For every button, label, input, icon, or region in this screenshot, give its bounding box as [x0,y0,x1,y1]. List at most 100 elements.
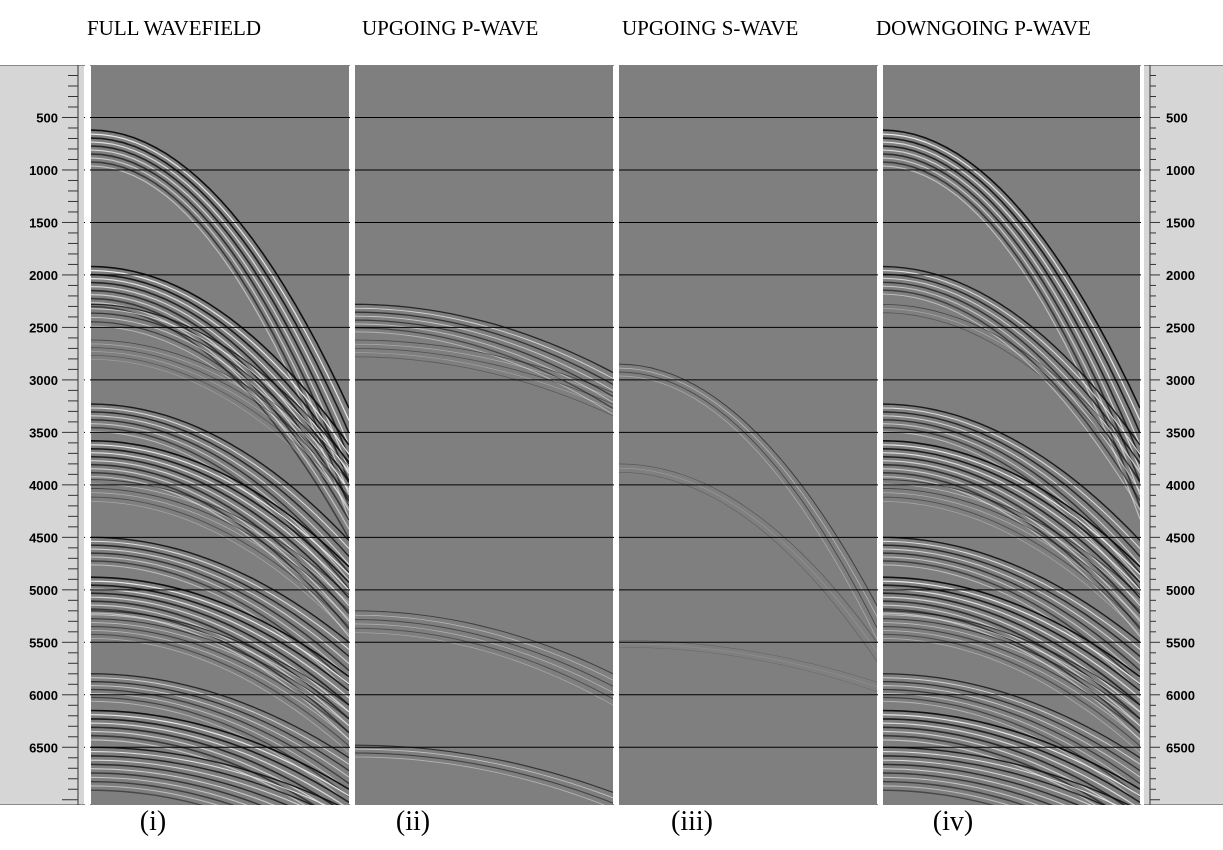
wavefield-event [619,375,877,640]
wavefield-event [882,444,1140,575]
wavefield-event [355,303,613,374]
wavefield-event [882,161,1140,508]
wavefield-event [882,630,1140,740]
panel-separator [1141,65,1144,805]
left-tick-label: 6000 [29,688,58,703]
wavefield-event [882,293,1140,511]
wavefield-event [91,141,349,446]
wavefield-event [619,463,877,643]
wavefield-event [91,415,349,565]
wavefield-event [882,709,1140,790]
wavefield-event [882,751,1118,805]
wavefield-event [91,677,349,765]
wavefield-event [91,487,349,612]
wavefield-event [91,693,349,791]
wavefield-event [91,580,349,685]
wavefield-event [355,323,613,403]
wavefield-event [882,463,1140,614]
wavefield-event [91,476,349,637]
wavefield-event [619,471,877,662]
wavefield-event [91,552,349,672]
wavefield-event [355,756,606,805]
panel-separator [878,65,883,805]
wavefield-event [91,618,349,720]
wavefield-event [355,744,613,793]
right-tick-label: 4500 [1166,530,1195,545]
wavefield-event [91,483,349,604]
wavefield-event [619,363,877,606]
left-tick-label: 2000 [29,268,58,283]
left-tick-label: 4000 [29,478,58,493]
wavefield-event [882,681,1140,772]
wavefield-events [355,303,613,805]
right-tick-label: 3000 [1166,373,1195,388]
caption-iv: (iv) [932,806,974,837]
axis-layer: 500 500 1000 1000 1500 1500 2000 2000 2500 2500 30… [0,65,1223,805]
wavefield-event [91,540,349,650]
right-tick-label: 1500 [1166,215,1195,230]
right-tick-label: 4000 [1166,478,1195,493]
wavefield-event [355,752,613,804]
wavefield-event [91,133,349,421]
wavefield-event [91,588,349,699]
wavefield-event [91,746,340,805]
wavefield-event [91,448,349,583]
wavefield-event [882,303,1140,463]
wavefield-event [355,356,613,416]
wavefield-event [882,604,1140,727]
wavefield-event [91,600,349,720]
right-tick-label: 2500 [1166,320,1195,335]
wavefield-event [91,780,235,805]
wavefield-event [355,315,613,391]
left-tick-label: 500 [36,110,58,125]
wavefield-event [91,165,349,520]
wavefield-event [882,726,1126,805]
wavefield-event [882,149,1140,471]
wavefield-event [91,556,349,679]
wavefield-event [882,145,1140,458]
wavefield-event [882,759,1092,805]
wavefield-event [619,643,877,688]
wavefield-event [355,632,613,706]
wavefield-event [882,157,1140,495]
wavefield-event [91,681,349,772]
wavefield-event [355,343,613,399]
wavefield-event [91,536,349,643]
wavefield-event [355,619,613,687]
wavefield-event [91,321,349,499]
wavefield-event [91,700,349,804]
right-tick-label: 500 [1166,110,1188,125]
wavefield-event [882,614,1140,713]
panel-background [619,65,877,805]
wavefield-event [882,677,1140,765]
wavefield-event [882,544,1140,658]
wavefield-event [882,487,1140,612]
wavefield-event [619,639,877,683]
wavefield-event [91,785,219,805]
wavefield-event [619,467,877,653]
left-tick-label: 4500 [29,530,58,545]
wavefield-event [91,444,349,575]
wavefield-event [882,714,1140,797]
wavefield-event [882,419,1140,574]
wavefield-event [91,685,349,778]
wavefield-event [882,440,1140,568]
wavefield-event [355,627,613,700]
wavefield-event [91,592,349,706]
wavefield-event [91,455,349,599]
wavefield-event [91,626,349,733]
wavefield-event [882,600,1140,720]
wavefield-event [91,137,349,434]
wavefield-event [882,776,1039,805]
wavefield-event [882,693,1140,791]
wavefield-event [882,612,1140,741]
wavefield-event [882,460,1140,607]
wavefield-event [882,137,1140,434]
wavefield-event [91,696,349,798]
wavefield-event [882,281,1140,483]
wavefield-event [882,763,1080,805]
right-tick-label: 3500 [1166,425,1195,440]
wavefield-event [91,763,289,805]
wavefield-event [91,604,349,727]
wavefield-event [882,165,1140,520]
